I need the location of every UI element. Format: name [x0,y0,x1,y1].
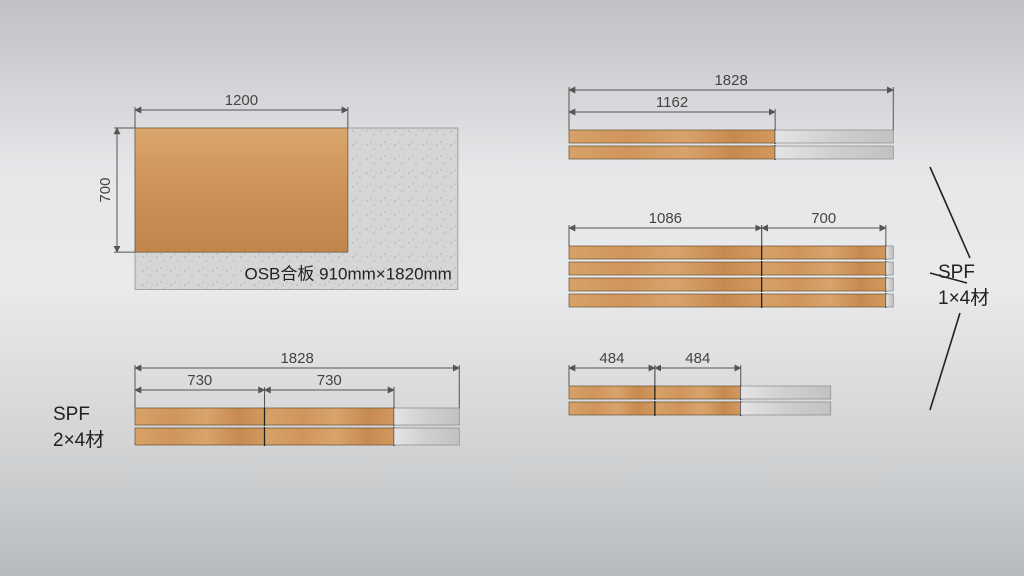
lumber-piece [135,428,265,445]
svg-text:1086: 1086 [649,210,682,227]
spf-1x4-label-2: 1×4材 [938,287,989,309]
svg-text:1162: 1162 [656,94,688,111]
svg-text:1828: 1828 [280,350,313,367]
lumber-piece [762,246,886,259]
lumber-offcut [394,408,459,425]
svg-text:730: 730 [187,372,212,389]
spf-2x4-cuts: 1828730730SPF2×4材 [53,350,459,451]
lumber-offcut [394,428,459,445]
svg-text:700: 700 [97,178,114,203]
lumber-piece [569,246,762,259]
lumber-piece [569,278,762,291]
osb-cut [135,128,348,252]
osb-label: OSB合板 910mm×1820mm [244,264,451,283]
lumber-piece [265,408,395,425]
lumber-piece [569,146,775,159]
spf-2x4-label-1: SPF [53,404,90,425]
lumber-piece [762,262,886,275]
lumber-offcut [741,386,831,399]
spf-1x4-cuts: 182811621086700484484SPF1×4材 [569,72,989,416]
svg-text:1828: 1828 [714,72,747,89]
lumber-offcut [886,278,893,291]
lumber-piece [569,262,762,275]
lumber-piece [569,294,762,307]
lumber-offcut [775,146,893,159]
lumber-offcut [741,402,831,415]
lumber-offcut [886,262,893,275]
lumber-piece [569,130,775,143]
spf-2x4-label-2: 2×4材 [53,429,104,451]
lumber-piece [135,408,265,425]
osb-panel: 1200 700 OSB合板 910mm×1820mm [97,92,458,289]
lumber-piece [569,402,655,415]
svg-text:1200: 1200 [225,92,258,109]
lumber-piece [762,278,886,291]
callout-line [930,167,970,258]
lumber-piece [569,386,655,399]
lumber-offcut [886,246,893,259]
lumber-piece [655,386,741,399]
lumber-piece [655,402,741,415]
lumber-piece [265,428,395,445]
svg-text:484: 484 [599,350,624,367]
lumber-offcut [775,130,893,143]
svg-text:730: 730 [317,372,342,389]
lumber-offcut [886,294,893,307]
svg-text:700: 700 [811,210,836,227]
lumber-piece [762,294,886,307]
callout-line [930,313,960,410]
svg-text:484: 484 [685,350,710,367]
